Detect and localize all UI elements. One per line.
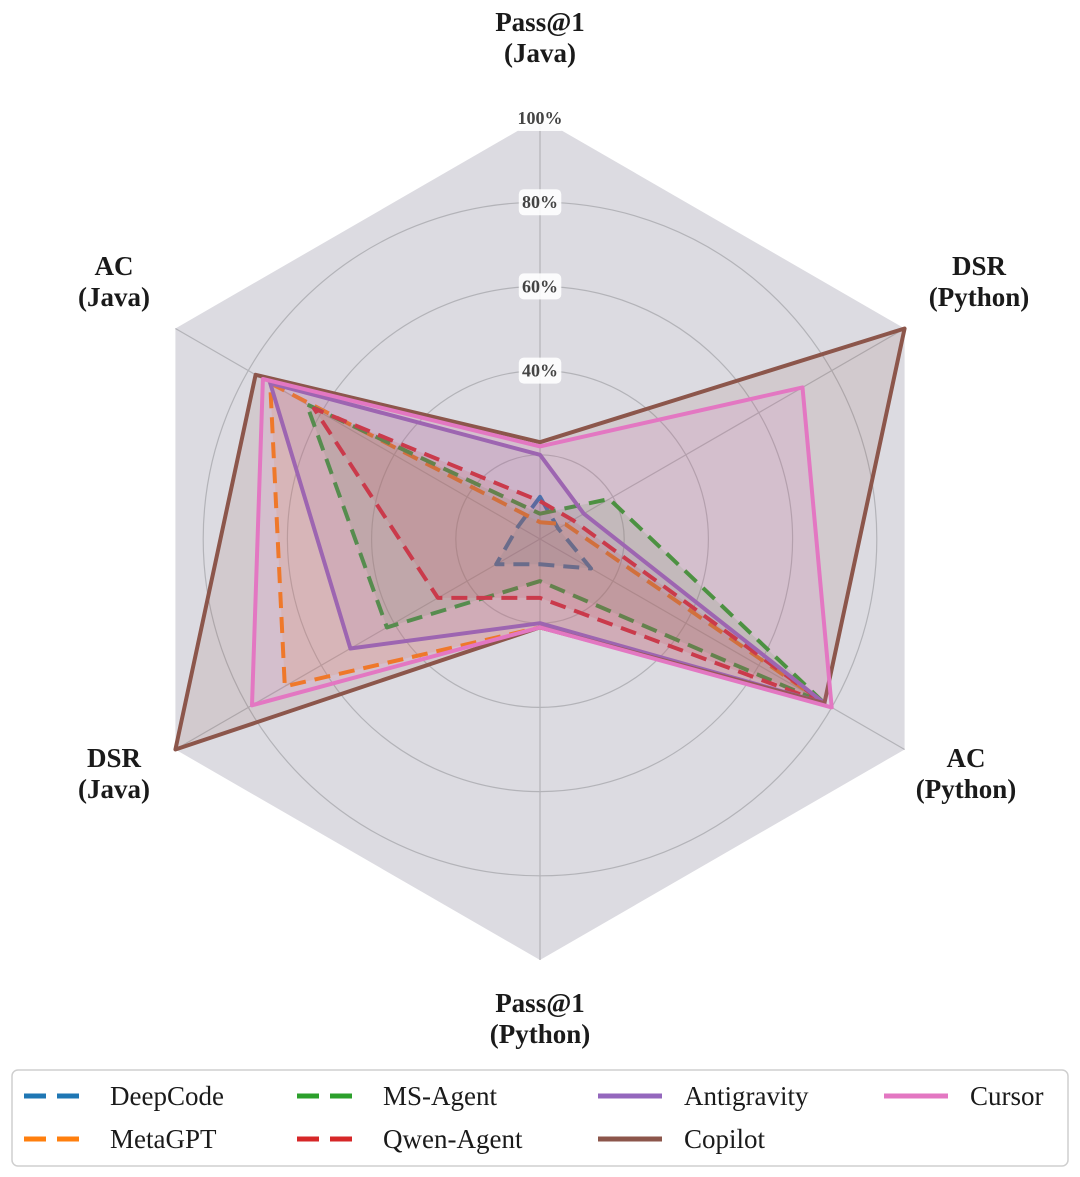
tick-label-box	[518, 273, 562, 300]
axis-label-line: (Python)	[490, 1019, 591, 1049]
legend-label-cursor: Cursor	[970, 1081, 1044, 1111]
axis-label-line: Pass@1	[495, 7, 585, 37]
axis-label-2: AC (Python)	[916, 743, 1017, 804]
tick-label-60: 60%	[522, 276, 558, 296]
grid-spoke-2	[539, 538, 905, 751]
axis-label-line: (Java)	[504, 38, 576, 68]
tick-label-box	[518, 357, 562, 384]
series-antigravity	[268, 381, 827, 706]
grid-spoke-5	[175, 327, 541, 540]
series-qwen-agent	[312, 406, 827, 706]
radar-series	[173, 326, 907, 752]
axis-label-4: DSR (Java)	[78, 743, 150, 804]
axis-label-line: AC	[95, 251, 134, 281]
tick-label-100: 100%	[518, 108, 563, 128]
axis-label-line: DSR	[87, 743, 142, 773]
axis-labels: Pass@1 (Java)DSR (Python)AC (Python)Pass@1(…	[78, 7, 1029, 1049]
tick-label-40: 40%	[522, 361, 558, 381]
legend-box	[11, 1069, 1069, 1167]
legend-label-copilot: Copilot	[684, 1124, 766, 1154]
axis-label-line: (Python)	[916, 774, 1017, 804]
tick-label-box	[514, 105, 566, 131]
radial-tick-labels: 40% 60% 80% 100%	[514, 105, 566, 384]
grid-spoke-1	[539, 327, 905, 540]
legend-label-antigravity: Antigravity	[684, 1081, 809, 1111]
axis-label-1: DSR (Python)	[929, 251, 1030, 312]
axis-label-line: AC	[947, 743, 986, 773]
axis-label-line: (Python)	[929, 282, 1030, 312]
series-ms-agent	[304, 402, 827, 706]
series-cursor	[250, 377, 834, 710]
axis-label-line: (Java)	[78, 774, 150, 804]
legend-label-ms-agent: MS-Agent	[383, 1081, 497, 1111]
axis-label-5: AC (Java)	[78, 251, 150, 312]
axis-label-line: (Java)	[78, 282, 150, 312]
legend-label-deepcode: DeepCode	[110, 1081, 224, 1111]
legend: DeepCode MetaGPT MS-Agent Qwen-Agent Antigra…	[11, 1069, 1069, 1167]
axis-label-0: Pass@1 (Java)	[495, 7, 585, 68]
tick-label-box	[518, 189, 562, 216]
grid-spoke-4	[175, 538, 541, 751]
axis-label-3: Pass@1 (Python)	[490, 988, 591, 1049]
axis-label-line: Pass@1	[495, 988, 585, 1018]
legend-label-metagpt: MetaGPT	[110, 1124, 217, 1154]
series-deepcode	[494, 494, 593, 571]
legend-label-qwen-agent: Qwen-Agent	[383, 1124, 523, 1154]
axis-label-line: DSR	[952, 251, 1007, 281]
tick-label-80: 80%	[522, 192, 558, 212]
